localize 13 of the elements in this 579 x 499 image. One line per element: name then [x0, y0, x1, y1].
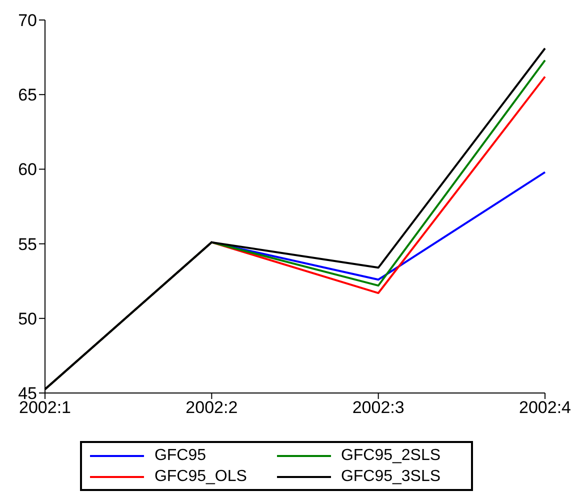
y-tick-label: 55 — [18, 234, 37, 254]
y-tick-label: 70 — [18, 11, 37, 30]
legend-label: GFC95_3SLS — [340, 467, 441, 487]
legend-label: GFC95_OLS — [154, 467, 247, 487]
y-tick-label: 60 — [18, 160, 37, 180]
x-tick-label: 2002:3 — [352, 398, 404, 418]
y-tick-label: 65 — [18, 86, 37, 105]
legend-label: GFC95 — [154, 446, 206, 466]
x-tick-label: 2002:1 — [19, 398, 71, 418]
x-tick-label: 2002:2 — [186, 398, 238, 418]
y-tick-label: 50 — [18, 309, 37, 328]
x-tick-label: 2002:4 — [519, 398, 571, 418]
legend-label: GFC95_2SLS — [340, 446, 441, 466]
